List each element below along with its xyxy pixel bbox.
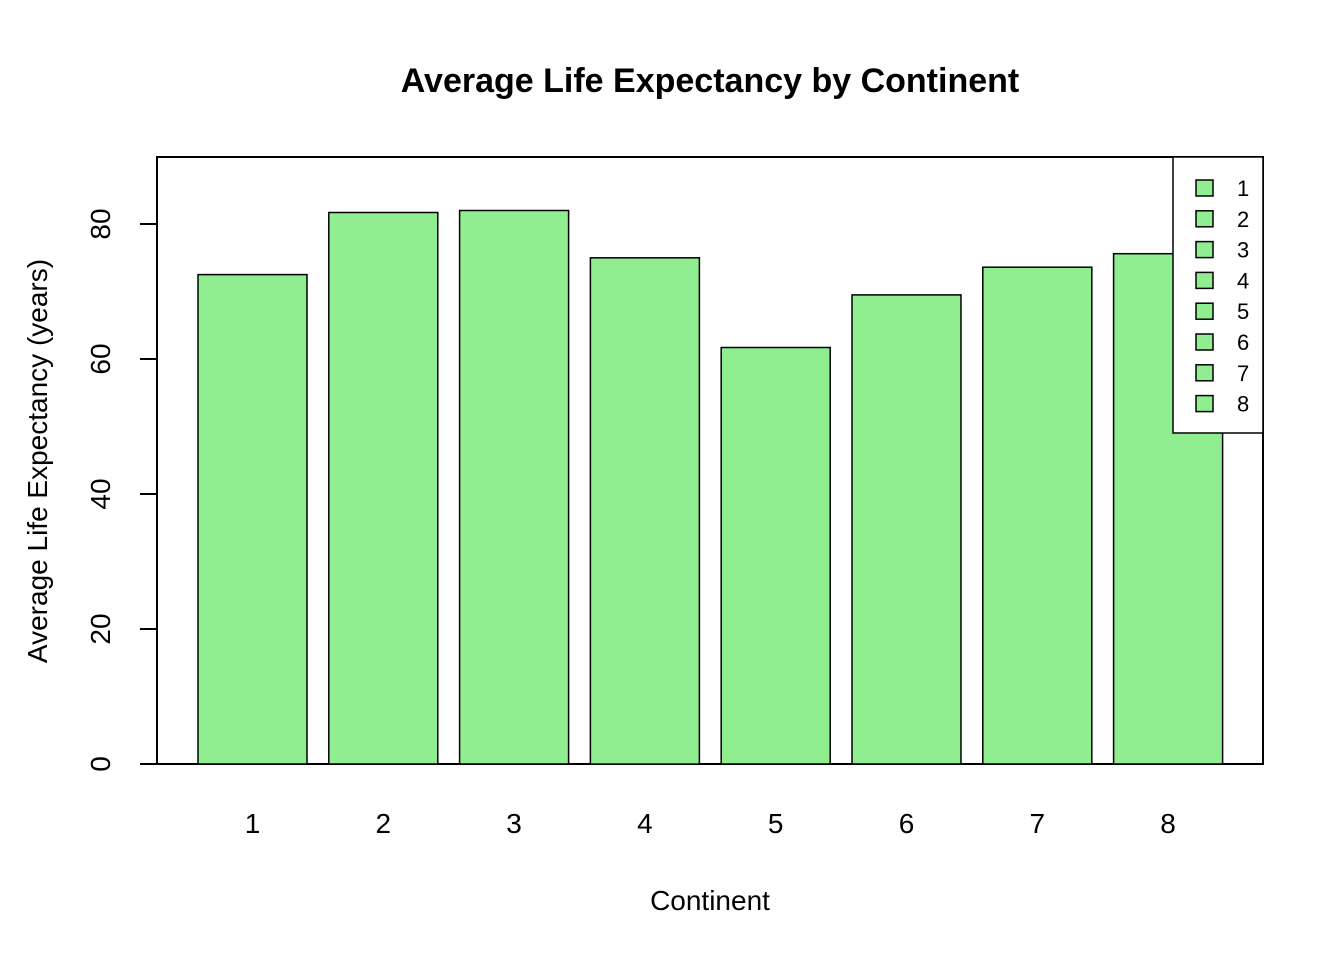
- y-tick-label: 60: [85, 343, 116, 374]
- y-tick-label: 80: [85, 208, 116, 239]
- bar-5: [720, 346, 831, 765]
- y-tick-label: 0: [85, 756, 116, 772]
- y-axis: 0 20 40 60 80: [85, 208, 158, 772]
- x-axis-tick-labels: 1 2 3 4 5 6 7 8: [245, 808, 1176, 839]
- y-tick-label: 40: [85, 478, 116, 509]
- x-tick-label: 1: [245, 808, 261, 839]
- legend-label-8: 8: [1237, 392, 1249, 417]
- bars: [197, 209, 1224, 765]
- legend-swatch-3: [1195, 240, 1214, 259]
- legend-swatch-7: [1195, 364, 1214, 382]
- legend-label-1: 1: [1237, 176, 1249, 201]
- legend-label-4: 4: [1237, 268, 1249, 293]
- chart-title: Average Life Expectancy by Continent: [401, 62, 1019, 100]
- x-tick-label: 4: [637, 808, 653, 839]
- bar-1: [197, 273, 308, 765]
- legend-label-2: 2: [1237, 207, 1249, 232]
- y-tick-label: 20: [85, 613, 116, 644]
- x-tick-label: 5: [768, 808, 784, 839]
- bar-3: [458, 209, 570, 765]
- legend-swatch-6: [1195, 333, 1214, 351]
- legend-swatch-8: [1195, 394, 1214, 413]
- x-tick-label: 6: [899, 808, 915, 839]
- legend-swatch-5: [1195, 302, 1214, 320]
- legend-label-7: 7: [1237, 361, 1249, 386]
- x-tick-label: 2: [376, 808, 392, 839]
- x-tick-label: 3: [506, 808, 522, 839]
- bar-6: [851, 294, 962, 765]
- y-axis-label: Average Life Expectancy (years): [22, 259, 53, 663]
- legend-label-5: 5: [1237, 299, 1249, 324]
- x-axis-label: Continent: [650, 885, 770, 916]
- legend-swatch-2: [1195, 210, 1214, 228]
- legend-label-6: 6: [1237, 330, 1249, 355]
- legend-box: [1172, 156, 1264, 434]
- bar-4: [589, 257, 701, 765]
- x-tick-label: 8: [1160, 808, 1176, 839]
- legend-swatch-1: [1195, 179, 1214, 197]
- bar-7: [982, 266, 1093, 765]
- legend-swatch-4: [1195, 271, 1214, 290]
- legend: 1 2 3 4 5 6 7 8: [1172, 156, 1264, 434]
- bar-2: [328, 211, 439, 765]
- x-tick-label: 7: [1030, 808, 1046, 839]
- legend-label-3: 3: [1237, 238, 1249, 263]
